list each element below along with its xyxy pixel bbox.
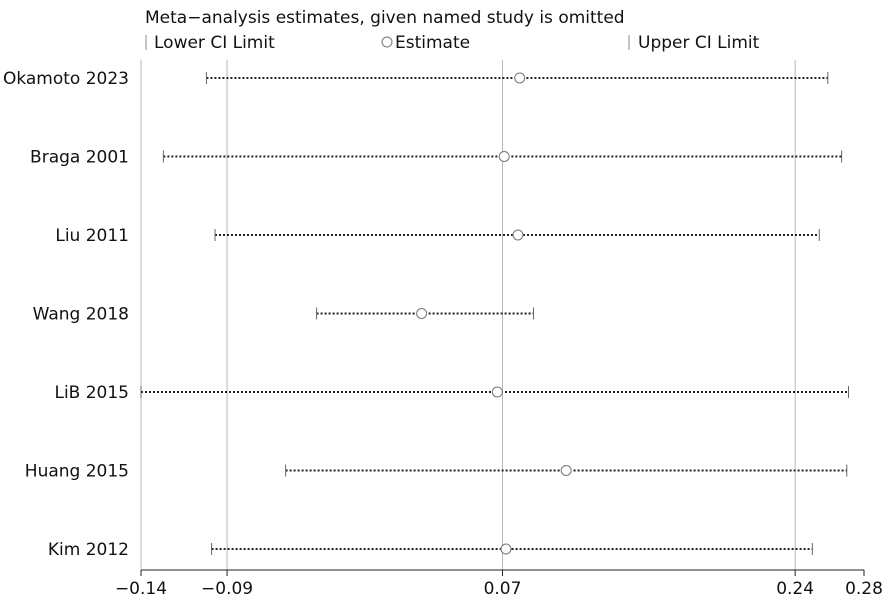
legend-estimate-marker <box>381 36 393 48</box>
x-tick-label: −0.09 <box>201 579 253 599</box>
study-row: Huang 2015 <box>25 462 848 482</box>
legend-estimate-label: Estimate <box>395 33 470 53</box>
legend-lower-label: Lower CI Limit <box>154 33 275 53</box>
estimate-point <box>498 151 510 162</box>
study-label: Kim 2012 <box>48 540 129 560</box>
study-row: LiB 2015 <box>54 383 850 403</box>
estimate-point <box>500 543 512 555</box>
estimate-point <box>416 308 428 319</box>
study-row: Liu 2011 <box>55 226 820 246</box>
gridlines <box>140 60 796 570</box>
chart-title: Meta−analysis estimates, given named stu… <box>145 8 625 28</box>
legend: Lower CI Limit Estimate Upper CI Limit <box>145 33 760 53</box>
study-row: Okamoto 2023 <box>3 69 829 89</box>
study-row: Wang 2018 <box>33 305 534 325</box>
estimate-point <box>560 465 572 476</box>
study-label: Braga 2001 <box>30 148 129 168</box>
x-tick-label: 0.24 <box>776 579 814 599</box>
study-label: Okamoto 2023 <box>3 69 129 89</box>
x-tick-label: 0.07 <box>484 579 522 599</box>
study-label: Liu 2011 <box>55 226 129 246</box>
estimate-point <box>514 72 526 84</box>
study-row: Braga 2001 <box>30 148 843 168</box>
study-rows: Okamoto 2023 Braga 2001 Liu 2011 Wang 2018 L… <box>3 69 850 560</box>
study-label: Huang 2015 <box>25 462 129 482</box>
study-label: LiB 2015 <box>54 383 129 403</box>
study-label: Wang 2018 <box>33 305 129 325</box>
estimate-point <box>512 229 524 241</box>
x-axis: −0.14 −0.09 0.07 0.24 0.28 <box>115 569 883 599</box>
x-tick-label: 0.28 <box>845 579 883 599</box>
legend-upper-label: Upper CI Limit <box>638 33 760 53</box>
estimate-point <box>491 386 503 398</box>
x-tick-label: −0.14 <box>115 579 167 599</box>
study-row: Kim 2012 <box>48 540 813 560</box>
